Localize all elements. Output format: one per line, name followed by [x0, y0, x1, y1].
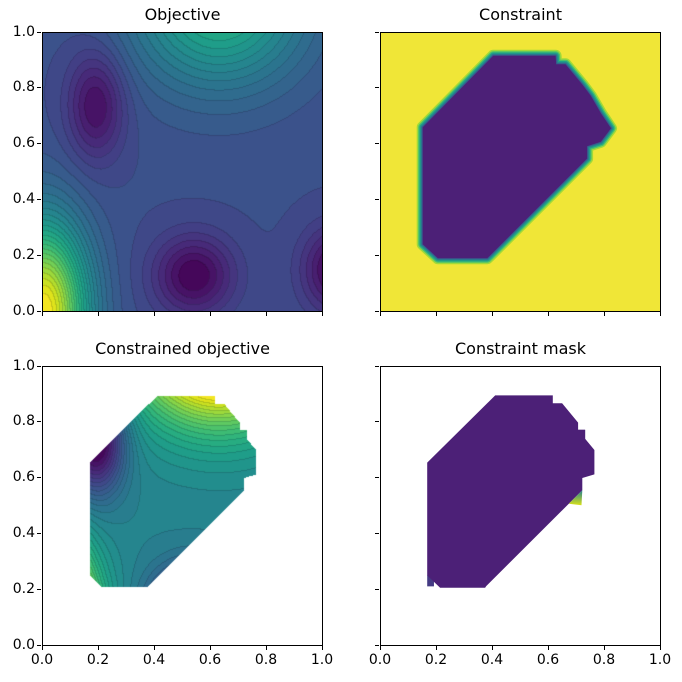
y-tick-label: 1.0 — [12, 357, 35, 374]
x-tick-label: 0.6 — [198, 652, 222, 668]
x-tick-mark — [547, 312, 549, 316]
x-tick-mark — [435, 312, 437, 316]
y-tick-label: 0.4 — [12, 524, 35, 541]
subplot-constraint: Constraint — [375, 6, 661, 316]
x-tick-label: 1.0 — [648, 652, 672, 668]
x-tick-mark — [41, 312, 43, 316]
y-tick-mark — [37, 254, 41, 256]
y-tick-label: 1.0 — [12, 23, 35, 40]
y-tick-label: 0.6 — [12, 135, 35, 152]
y-tick-mark — [37, 421, 41, 423]
y-tick-label: 0.8 — [12, 413, 35, 430]
y-tick-mark — [37, 477, 41, 479]
constraint-heatmap-plot — [380, 32, 661, 312]
x-tick-mark — [321, 646, 323, 650]
y-tick-label: 0.2 — [12, 246, 35, 263]
y-tick-mark — [375, 254, 379, 256]
x-tick-mark — [321, 312, 323, 316]
x-tick-label: 0.8 — [592, 652, 616, 668]
y-tick-mark — [37, 198, 41, 200]
y-tick-mark — [375, 477, 379, 479]
x-tick-mark — [379, 646, 381, 650]
y-tick-label: 0.0 — [12, 636, 35, 653]
x-tick-mark — [41, 646, 43, 650]
x-tick-mark — [265, 312, 267, 316]
y-tick-mark — [37, 588, 41, 590]
x-tick-mark — [265, 646, 267, 650]
y-tick-mark — [375, 365, 379, 367]
y-tick-mark — [375, 31, 379, 33]
x-tick-mark — [153, 646, 155, 650]
x-tick-mark — [603, 312, 605, 316]
y-tick-mark — [37, 644, 41, 646]
y-tick-mark — [375, 588, 379, 590]
x-tick-mark — [491, 312, 493, 316]
y-tick-label: 0.0 — [12, 302, 35, 319]
y-tick-mark — [37, 310, 41, 312]
x-tick-mark — [659, 646, 661, 650]
constraint-mask-plot — [427, 395, 595, 588]
y-tick-label: 0.8 — [12, 79, 35, 96]
x-tick-mark — [379, 312, 381, 316]
x-tick-mark — [97, 646, 99, 650]
x-tick-mark — [97, 312, 99, 316]
y-tick-mark — [37, 87, 41, 89]
y-tick-mark — [375, 310, 379, 312]
x-tick-label: 0.2 — [424, 652, 448, 668]
x-tick-mark — [659, 312, 661, 316]
objective-contour-plot — [42, 32, 323, 312]
x-tick-label: 0.0 — [30, 652, 54, 668]
x-tick-mark — [491, 646, 493, 650]
x-tick-label: 0.2 — [86, 652, 110, 668]
x-tick-mark — [603, 646, 605, 650]
y-tick-mark — [37, 365, 41, 367]
x-tick-mark — [153, 312, 155, 316]
subplot-constraint-mask: Constraint mask 0.0 0.2 0.4 0.6 0.8 1.0 — [369, 340, 671, 669]
plot-title-constraint-mask: Constraint mask — [454, 339, 587, 358]
subplot-objective: Objective 0.0 0.2 0.4 0.6 0.8 1.0 — [13, 6, 323, 319]
y-tick-mark — [375, 421, 379, 423]
constrained-objective-contour-plot — [42, 366, 323, 646]
y-tick-mark — [375, 532, 379, 534]
y-tick-mark — [375, 143, 379, 145]
y-tick-mark — [37, 31, 41, 33]
x-tick-label: 0.4 — [142, 652, 166, 668]
x-tick-mark — [435, 646, 437, 650]
y-tick-label: 0.6 — [12, 469, 35, 486]
subplot-constrained-objective: Constrained objective 0.0 0.0 0.2 0.2 0.4 0.4… — [13, 340, 333, 669]
plot-title-constrained-objective: Constrained objective — [95, 339, 270, 358]
y-tick-mark — [375, 87, 379, 89]
y-tick-mark — [37, 143, 41, 145]
y-tick-label: 0.2 — [12, 580, 35, 597]
plot-title-objective: Objective — [144, 5, 221, 24]
plot-title-constraint: Constraint — [479, 5, 562, 24]
x-tick-label: 0.4 — [480, 652, 504, 668]
x-tick-label: 0.6 — [536, 652, 560, 668]
x-tick-mark — [209, 312, 211, 316]
x-tick-label: 0.0 — [368, 652, 392, 668]
y-tick-mark — [375, 198, 379, 200]
y-tick-label: 0.4 — [12, 190, 35, 207]
x-tick-mark — [547, 646, 549, 650]
x-tick-label: 0.8 — [254, 652, 278, 668]
x-tick-label: 1.0 — [310, 652, 334, 668]
x-tick-mark — [209, 646, 211, 650]
y-tick-mark — [37, 532, 41, 534]
y-tick-mark — [375, 644, 379, 646]
